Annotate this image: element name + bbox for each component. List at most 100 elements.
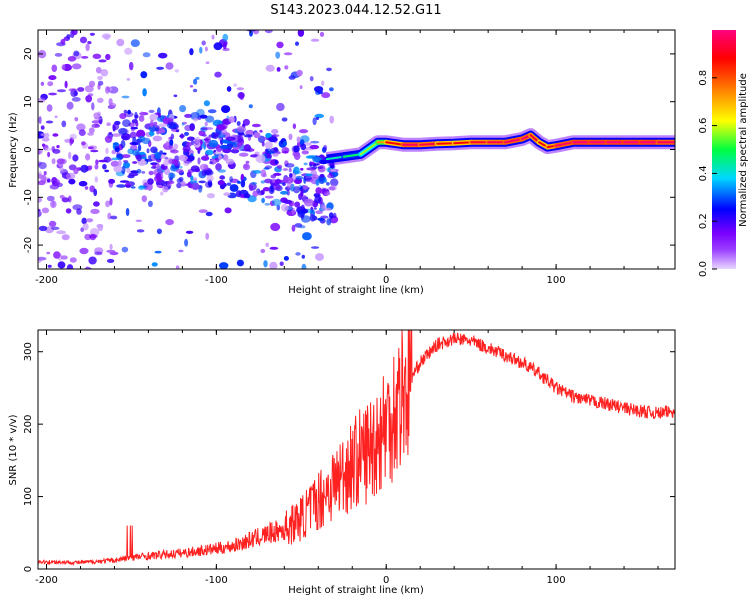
spectrogram-blob <box>293 145 300 153</box>
spectrogram-blob <box>93 201 100 207</box>
spectrogram-blob <box>150 146 158 154</box>
spectrogram-blob <box>223 192 231 197</box>
spectrogram-blob <box>84 233 92 241</box>
spectrogram-blob <box>77 87 85 92</box>
spectrogram-blob <box>46 195 55 202</box>
spectrogram-blob <box>85 266 90 269</box>
spectrogram-blob <box>328 212 334 219</box>
spectrogram-blob <box>104 135 113 143</box>
spectrogram-blob <box>280 190 289 195</box>
spectrogram-blob <box>138 185 146 190</box>
spectrogram-blob <box>57 261 66 269</box>
spectrogram-blob <box>321 92 331 99</box>
spectrogram-blob <box>271 134 280 138</box>
spectrogram-blob <box>236 259 244 267</box>
spectrogram-blob <box>95 66 102 74</box>
spectrogram-blob <box>182 145 191 152</box>
spectrogram-blob <box>281 204 289 212</box>
spectrogram-blob <box>40 81 45 86</box>
spectrogram-blob <box>73 90 79 97</box>
spectrogram-blob <box>147 200 153 207</box>
spectrogram-blob <box>73 50 80 57</box>
spectrogram-blob <box>88 256 97 265</box>
spectrogram-blob <box>38 180 46 186</box>
spectrogram-blob <box>303 162 308 166</box>
y-tick-label: 20 <box>23 48 34 61</box>
spectrogram-blob <box>40 133 47 137</box>
spectrogram-blob <box>295 41 299 46</box>
spectrogram-blob <box>263 260 268 268</box>
spectrogram-blob <box>217 169 226 173</box>
spectrogram-blob <box>205 149 214 156</box>
spectrogram-blob <box>219 175 226 180</box>
spectrogram-blob <box>315 178 320 186</box>
spectrogram-blob <box>80 164 89 173</box>
spectrogram-blob <box>326 182 330 186</box>
spectrogram-blob <box>169 172 176 179</box>
spectrogram-blob <box>222 41 227 50</box>
spectrogram-blob <box>69 137 73 146</box>
spectrogram-blob <box>165 62 174 70</box>
spectrogram-blob <box>292 171 302 174</box>
spectrogram-blob <box>85 95 93 103</box>
spectrogram-blob <box>317 166 324 170</box>
x-tick-label: -200 <box>35 275 58 286</box>
spectrogram-blob <box>265 132 272 139</box>
spectrogram-blob <box>249 185 254 192</box>
spectrogram-blob <box>73 167 79 175</box>
spectrogram-blob <box>264 202 271 206</box>
spectrogram-blob <box>206 174 214 182</box>
spectrogram-blob <box>118 127 128 135</box>
spectrogram-blob <box>121 246 129 253</box>
spectrogram-blob <box>109 197 113 206</box>
spectrogram-blob <box>205 211 213 217</box>
x-tick-label: 100 <box>547 575 566 586</box>
spectrogram-blob <box>109 243 113 250</box>
spectrogram-blob <box>91 102 95 111</box>
spectrogram-blob <box>260 248 266 254</box>
spectrogram-blob <box>241 149 251 152</box>
spectrogram-blob <box>175 129 180 133</box>
spectrogram-blob <box>88 80 96 88</box>
spectrogram-blob <box>179 105 187 113</box>
colorbar: 0.0 0.2 0.4 0.6 0.8 Normalized spectral ampl… <box>698 30 749 277</box>
snr-x-ticks: -200 -100 0 100 <box>35 330 659 586</box>
spectrogram-blob <box>61 64 66 71</box>
spectrogram-blob <box>89 32 95 36</box>
spectrogram-blob <box>212 131 221 137</box>
spectrogram-blob <box>209 161 214 165</box>
spectrogram-y-axis-label: Frequency (Hz) <box>8 112 19 188</box>
spectrogram-blob <box>297 209 305 218</box>
spectrogram-blob <box>87 132 94 136</box>
figure-title: S143.2023.044.12.52.G11 <box>270 3 441 18</box>
spectrogram-blob <box>38 116 42 125</box>
spectrogram-blob <box>317 217 325 221</box>
spectrogram-blob <box>259 129 263 133</box>
spectrogram-blob <box>264 141 273 149</box>
spectrogram-blob <box>301 150 309 155</box>
spectrogram-blob <box>130 126 138 130</box>
spectrogram-blob <box>54 179 61 186</box>
spectrogram-blob <box>233 83 238 87</box>
spectrogram-blob <box>66 34 71 39</box>
spectrogram-blob <box>252 30 260 35</box>
spectrogram-blob <box>302 232 312 241</box>
spectrogram-blob <box>264 30 273 34</box>
spectrogram-blob <box>48 92 57 96</box>
spectrogram-blob <box>59 167 64 172</box>
spectrogram-blob <box>203 100 210 107</box>
ridge-core <box>436 142 456 145</box>
spectrogram-blob <box>93 112 101 119</box>
spectrogram-blob <box>269 246 279 250</box>
spectrogram-blob <box>208 134 214 138</box>
spectrogram-blob <box>201 40 206 46</box>
spectrogram-blob <box>197 157 201 165</box>
spectrogram-blob <box>291 224 296 232</box>
colorbar-tick-label: 0.6 <box>698 118 709 134</box>
spectrogram-blob <box>105 200 111 208</box>
spectrogram-blob <box>60 38 66 45</box>
spectrogram-blob <box>216 124 226 131</box>
spectrogram-blob <box>205 115 215 123</box>
spectrogram-blob <box>166 183 172 187</box>
